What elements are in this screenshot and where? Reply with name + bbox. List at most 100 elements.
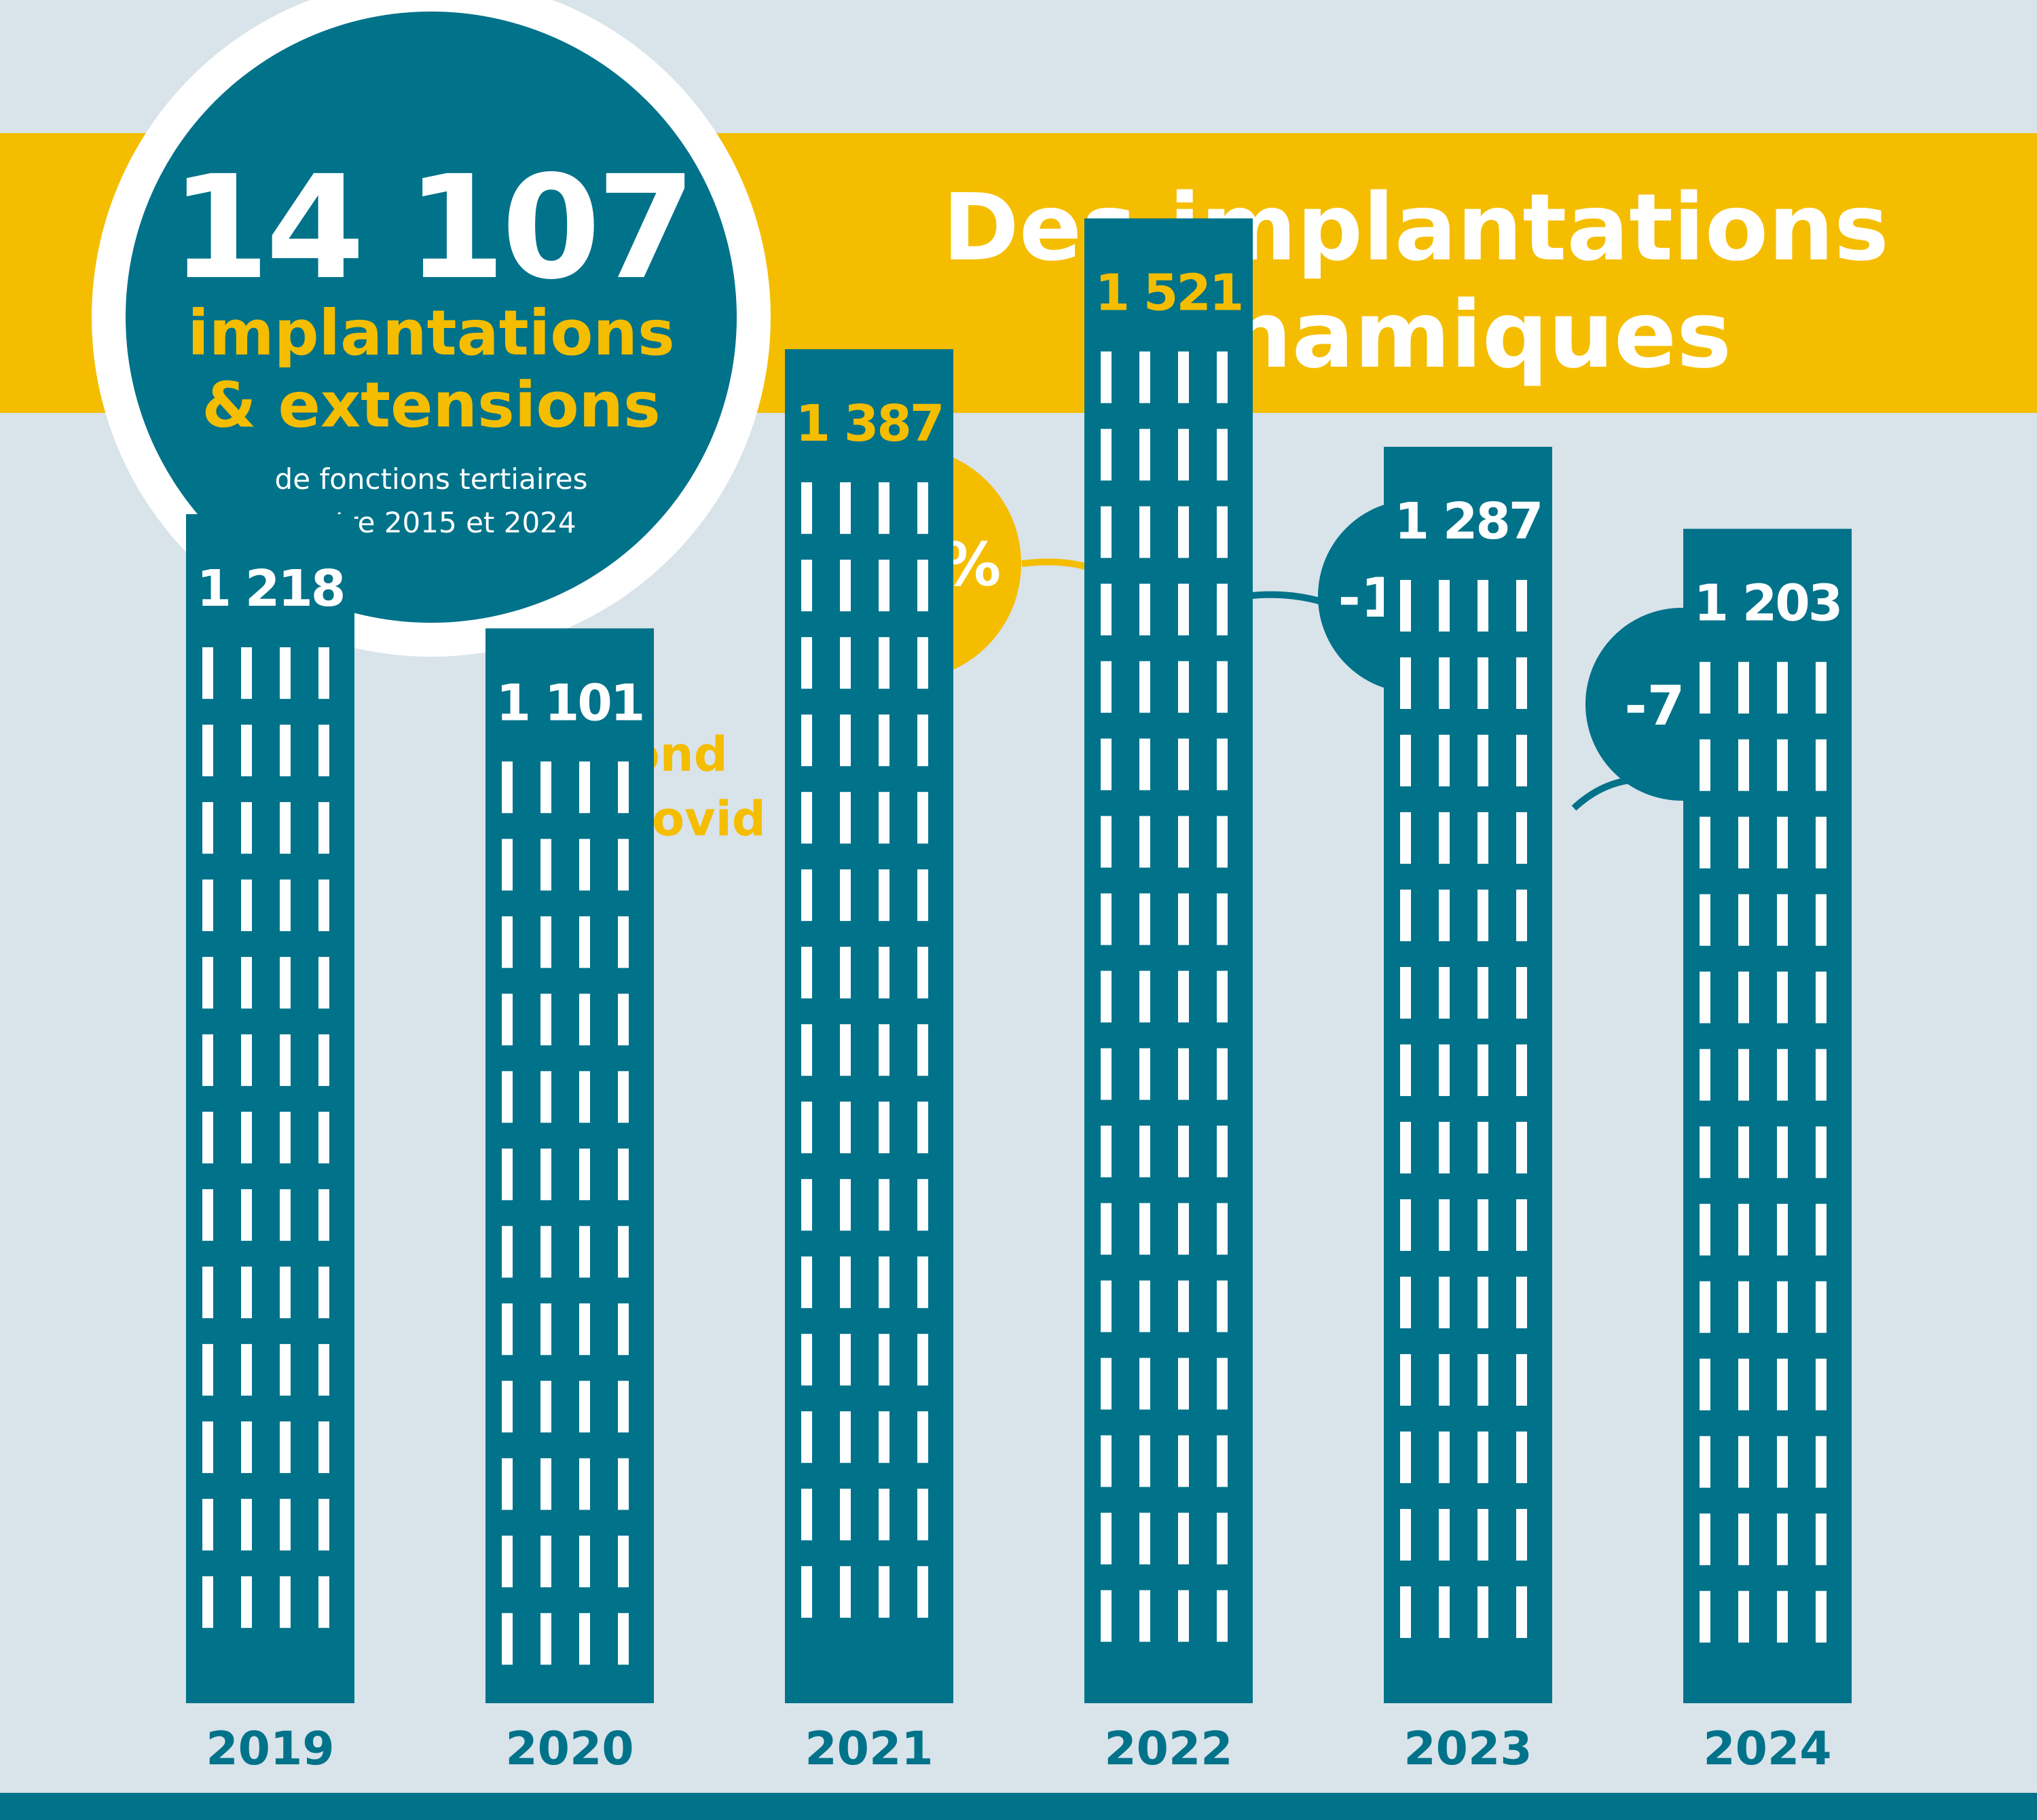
window-2021-56	[801, 1566, 812, 1618]
window-2019-34	[280, 1267, 291, 1319]
window-2024-10	[1777, 816, 1788, 869]
window-2022-8	[1101, 506, 1112, 558]
window-2020-8	[502, 916, 513, 968]
window-2021-32	[801, 1102, 812, 1154]
window-2019-41	[241, 1421, 252, 1474]
window-2021-0	[801, 482, 812, 534]
value-label-2021: 1 387	[796, 395, 943, 453]
window-2020-28	[502, 1303, 513, 1355]
window-2019-6	[280, 725, 291, 777]
window-2019-29	[241, 1189, 252, 1241]
window-2022-59	[1217, 1435, 1228, 1487]
window-2021-59	[917, 1566, 928, 1618]
window-2019-44	[202, 1499, 213, 1551]
window-2019-24	[202, 1112, 213, 1164]
window-2019-8	[202, 802, 213, 854]
window-2022-13	[1139, 583, 1150, 636]
window-2024-15	[1816, 894, 1827, 946]
window-2024-46	[1777, 1513, 1788, 1565]
window-2022-21	[1139, 738, 1150, 790]
window-2024-7	[1816, 739, 1827, 791]
window-2022-35	[1217, 970, 1228, 1023]
window-2020-42	[579, 1535, 590, 1588]
window-2021-30	[879, 1024, 889, 1076]
window-2022-6	[1178, 429, 1189, 481]
window-2019-20	[202, 1034, 213, 1087]
window-2021-41	[840, 1256, 851, 1309]
window-2023-48	[1400, 1508, 1411, 1561]
window-2023-30	[1478, 1121, 1488, 1173]
window-2024-26	[1777, 1126, 1788, 1178]
window-2021-29	[840, 1024, 851, 1076]
window-2022-49	[1139, 1280, 1150, 1332]
window-2023-41	[1439, 1353, 1450, 1406]
window-2023-40	[1400, 1353, 1411, 1406]
window-2022-10	[1178, 506, 1189, 558]
window-2021-18	[879, 792, 889, 844]
window-2019-9	[241, 802, 252, 854]
window-2022-54	[1178, 1358, 1189, 1410]
window-2022-20	[1101, 738, 1112, 790]
window-2020-0	[502, 761, 513, 814]
window-2024-3	[1816, 661, 1827, 714]
window-2023-54	[1478, 1586, 1488, 1638]
window-2020-15	[618, 994, 629, 1046]
window-2024-27	[1816, 1126, 1827, 1178]
window-2023-53	[1439, 1586, 1450, 1638]
window-2019-49	[241, 1576, 252, 1628]
window-2021-37	[840, 1179, 851, 1231]
window-2021-24	[801, 947, 812, 999]
window-2019-27	[318, 1112, 329, 1164]
window-2022-61	[1139, 1512, 1150, 1565]
window-2021-19	[917, 792, 928, 844]
window-2019-31	[318, 1189, 329, 1241]
category-label-2021: 2021	[805, 1722, 933, 1776]
window-2020-10	[579, 916, 590, 968]
window-2022-24	[1101, 816, 1112, 868]
window-2022-27	[1217, 816, 1228, 868]
window-2021-53	[840, 1489, 851, 1541]
window-2023-43	[1516, 1353, 1527, 1406]
window-2023-20	[1400, 966, 1411, 1019]
window-2023-55	[1516, 1586, 1527, 1638]
window-2022-2	[1178, 351, 1189, 403]
window-2021-58	[879, 1566, 889, 1618]
window-2019-23	[318, 1034, 329, 1087]
window-2021-40	[801, 1256, 812, 1309]
window-2024-8	[1700, 816, 1710, 869]
window-2020-36	[502, 1458, 513, 1510]
window-2024-31	[1816, 1203, 1827, 1256]
window-2020-23	[618, 1148, 629, 1201]
window-2022-41	[1139, 1125, 1150, 1178]
window-2021-52	[801, 1489, 812, 1541]
value-label-2019: 1 218	[197, 560, 344, 618]
window-2020-32	[502, 1381, 513, 1433]
window-2021-36	[801, 1179, 812, 1231]
window-2023-17	[1439, 889, 1450, 941]
window-2023-51	[1516, 1508, 1527, 1561]
window-2022-42	[1178, 1125, 1189, 1178]
window-2022-1	[1139, 351, 1150, 403]
window-2022-11	[1217, 506, 1228, 558]
window-2022-28	[1101, 893, 1112, 945]
window-2023-10	[1478, 734, 1488, 786]
category-label-2023: 2023	[1403, 1722, 1532, 1776]
window-2020-43	[618, 1535, 629, 1588]
window-2022-51	[1217, 1280, 1228, 1332]
window-2024-49	[1738, 1590, 1749, 1643]
window-2020-14	[579, 994, 590, 1046]
window-2021-33	[840, 1102, 851, 1154]
window-2021-26	[879, 947, 889, 999]
window-2024-18	[1777, 971, 1788, 1023]
window-2023-52	[1400, 1586, 1411, 1638]
window-2019-33	[241, 1267, 252, 1319]
window-2019-7	[318, 725, 329, 777]
window-2020-20	[502, 1148, 513, 1201]
window-2019-22	[280, 1034, 291, 1087]
value-label-2022: 1 521	[1095, 264, 1243, 323]
window-2021-54	[879, 1489, 889, 1541]
window-2021-34	[879, 1102, 889, 1154]
window-2022-0	[1101, 351, 1112, 403]
window-2023-23	[1516, 966, 1527, 1019]
window-2019-37	[241, 1344, 252, 1396]
